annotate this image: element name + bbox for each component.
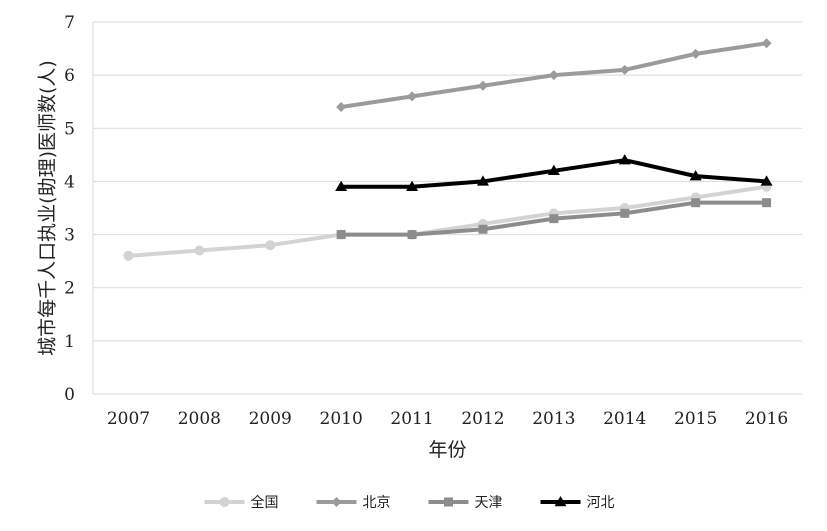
data-point bbox=[690, 48, 701, 59]
data-point bbox=[336, 230, 346, 240]
series-1 bbox=[123, 181, 772, 261]
x-tick-label: 2016 bbox=[745, 409, 788, 429]
data-point bbox=[548, 70, 559, 81]
legend-label: 河北 bbox=[587, 495, 615, 511]
y-tick-label: 4 bbox=[64, 172, 75, 192]
data-point bbox=[619, 64, 630, 75]
data-point bbox=[407, 230, 417, 240]
data-point bbox=[406, 180, 419, 191]
data-point bbox=[689, 170, 702, 181]
y-tick-label: 0 bbox=[64, 385, 75, 405]
data-point bbox=[691, 198, 701, 208]
x-tick-label: 2014 bbox=[603, 409, 646, 429]
legend-marker bbox=[219, 497, 230, 507]
data-point bbox=[336, 102, 347, 113]
data-point bbox=[477, 80, 488, 91]
data-point bbox=[407, 91, 418, 102]
y-tick-label: 6 bbox=[64, 66, 75, 86]
series-2 bbox=[336, 38, 772, 113]
x-axis-ticks: 2007 2008 2009 2010 2011 2012 2013 2014 2015 2016 bbox=[107, 409, 788, 429]
legend-marker bbox=[554, 496, 567, 507]
legend-item: 河北 bbox=[540, 495, 615, 511]
y-tick-label: 1 bbox=[64, 332, 75, 352]
y-tick-label: 5 bbox=[64, 119, 75, 139]
legend-item: 全国 bbox=[204, 494, 279, 511]
x-tick-label: 2015 bbox=[674, 409, 717, 429]
data-point bbox=[478, 224, 488, 234]
gridlines bbox=[92, 21, 802, 395]
data-point bbox=[620, 208, 630, 218]
legend-marker bbox=[444, 497, 453, 507]
x-tick-label: 2008 bbox=[178, 409, 221, 429]
y-tick-label: 3 bbox=[64, 226, 75, 246]
data-point bbox=[549, 214, 559, 224]
y-axis-ticks: 0 1 2 3 4 5 6 7 bbox=[64, 13, 75, 405]
series-4 bbox=[335, 154, 773, 191]
x-tick-label: 2012 bbox=[461, 409, 504, 429]
data-point bbox=[618, 154, 631, 165]
legend-item: 北京 bbox=[316, 495, 391, 511]
data-point bbox=[762, 198, 772, 208]
data-point bbox=[265, 240, 276, 251]
x-axis-title: 年份 bbox=[428, 439, 466, 461]
x-tick-label: 2013 bbox=[532, 409, 575, 429]
legend-label: 全国 bbox=[251, 494, 279, 511]
data-point bbox=[761, 38, 772, 49]
legend: 全国 北京 天津 河北 bbox=[204, 494, 615, 511]
legend-marker bbox=[331, 497, 342, 507]
y-axis-title: 城市每千人口执业(助理)医师数(人) bbox=[37, 60, 59, 356]
data-point bbox=[760, 175, 773, 186]
legend-label: 北京 bbox=[363, 495, 391, 511]
data-point bbox=[123, 250, 134, 261]
data-point bbox=[194, 245, 205, 256]
x-tick-label: 2009 bbox=[249, 409, 292, 429]
data-point bbox=[335, 180, 348, 191]
x-tick-label: 2011 bbox=[390, 409, 433, 429]
y-tick-label: 2 bbox=[64, 279, 75, 299]
series-3 bbox=[336, 198, 772, 240]
x-tick-label: 2010 bbox=[320, 409, 363, 429]
legend-item: 天津 bbox=[428, 495, 503, 511]
series-layer bbox=[123, 38, 773, 261]
data-point bbox=[547, 164, 560, 175]
series-line bbox=[126, 184, 769, 258]
data-point bbox=[476, 175, 489, 186]
y-tick-label: 7 bbox=[64, 13, 75, 33]
legend-label: 天津 bbox=[475, 495, 503, 511]
x-tick-label: 2007 bbox=[107, 409, 150, 429]
